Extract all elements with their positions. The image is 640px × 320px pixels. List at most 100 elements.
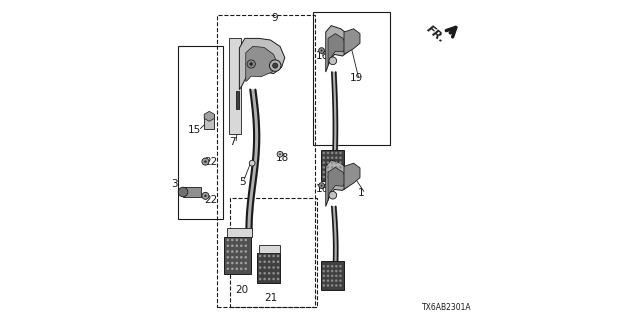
Circle shape <box>331 265 333 268</box>
Bar <box>183 187 201 197</box>
Circle shape <box>204 195 207 197</box>
Circle shape <box>231 250 234 253</box>
Circle shape <box>335 265 338 268</box>
Polygon shape <box>328 34 347 66</box>
Circle shape <box>240 239 243 241</box>
Circle shape <box>259 255 261 257</box>
Polygon shape <box>239 38 285 90</box>
Circle shape <box>178 187 188 197</box>
Circle shape <box>339 284 342 287</box>
Circle shape <box>335 161 338 164</box>
Bar <box>321 150 344 181</box>
Circle shape <box>321 185 323 187</box>
Circle shape <box>259 260 261 263</box>
Text: 19: 19 <box>349 73 363 84</box>
Circle shape <box>327 161 329 164</box>
Circle shape <box>327 166 329 169</box>
Text: 22: 22 <box>204 195 217 205</box>
Circle shape <box>335 166 338 169</box>
Circle shape <box>268 255 270 257</box>
Circle shape <box>327 279 329 282</box>
Circle shape <box>259 278 261 280</box>
Circle shape <box>339 275 342 277</box>
Circle shape <box>327 270 329 272</box>
Circle shape <box>273 278 275 280</box>
Circle shape <box>323 161 325 164</box>
Circle shape <box>247 60 255 68</box>
Circle shape <box>268 266 270 269</box>
Circle shape <box>331 279 333 282</box>
Text: 18: 18 <box>276 153 289 164</box>
Circle shape <box>227 239 229 241</box>
Circle shape <box>244 244 247 247</box>
Circle shape <box>250 62 253 66</box>
Circle shape <box>335 171 338 173</box>
Circle shape <box>339 265 342 268</box>
Circle shape <box>244 256 247 259</box>
Circle shape <box>331 171 333 173</box>
Circle shape <box>331 156 333 159</box>
Circle shape <box>339 152 342 154</box>
Circle shape <box>244 268 247 270</box>
Circle shape <box>331 284 333 287</box>
Circle shape <box>231 244 234 247</box>
Polygon shape <box>246 46 277 82</box>
Circle shape <box>231 239 234 241</box>
Polygon shape <box>344 29 360 54</box>
Circle shape <box>273 255 275 257</box>
Circle shape <box>329 191 337 199</box>
Circle shape <box>331 275 333 277</box>
Circle shape <box>277 278 280 280</box>
Circle shape <box>339 171 342 173</box>
Circle shape <box>327 176 329 178</box>
Circle shape <box>327 275 329 277</box>
Circle shape <box>227 244 229 247</box>
Circle shape <box>323 279 325 282</box>
Circle shape <box>323 176 325 178</box>
Circle shape <box>227 268 229 270</box>
Circle shape <box>277 266 280 269</box>
Circle shape <box>264 255 266 257</box>
Circle shape <box>277 255 280 257</box>
Circle shape <box>327 156 329 159</box>
Circle shape <box>202 158 209 165</box>
Circle shape <box>327 152 329 154</box>
Circle shape <box>331 166 333 169</box>
Circle shape <box>227 256 229 259</box>
Circle shape <box>269 60 281 71</box>
Circle shape <box>268 272 270 275</box>
Circle shape <box>323 166 325 169</box>
Circle shape <box>323 284 325 287</box>
Text: 15: 15 <box>188 124 201 135</box>
Circle shape <box>335 156 338 159</box>
Circle shape <box>236 262 238 264</box>
Circle shape <box>244 262 247 264</box>
Circle shape <box>327 171 329 173</box>
Text: 3: 3 <box>171 179 178 189</box>
Bar <box>204 114 214 129</box>
Circle shape <box>259 266 261 269</box>
Circle shape <box>339 161 342 164</box>
Circle shape <box>331 152 333 154</box>
Circle shape <box>335 270 338 272</box>
Circle shape <box>236 256 238 259</box>
Circle shape <box>331 161 333 164</box>
Polygon shape <box>326 26 352 72</box>
Circle shape <box>319 48 324 53</box>
Circle shape <box>323 265 325 268</box>
Circle shape <box>244 239 247 241</box>
Circle shape <box>268 260 270 263</box>
Circle shape <box>277 151 283 157</box>
Text: FR.: FR. <box>425 24 447 45</box>
Text: 1: 1 <box>358 188 365 198</box>
Polygon shape <box>326 160 352 206</box>
Text: 21: 21 <box>264 292 277 303</box>
Polygon shape <box>229 38 241 134</box>
Text: 22: 22 <box>204 156 217 167</box>
Circle shape <box>339 270 342 272</box>
Circle shape <box>335 176 338 178</box>
Circle shape <box>236 250 238 253</box>
Circle shape <box>240 250 243 253</box>
Circle shape <box>231 256 234 259</box>
Circle shape <box>236 268 238 270</box>
